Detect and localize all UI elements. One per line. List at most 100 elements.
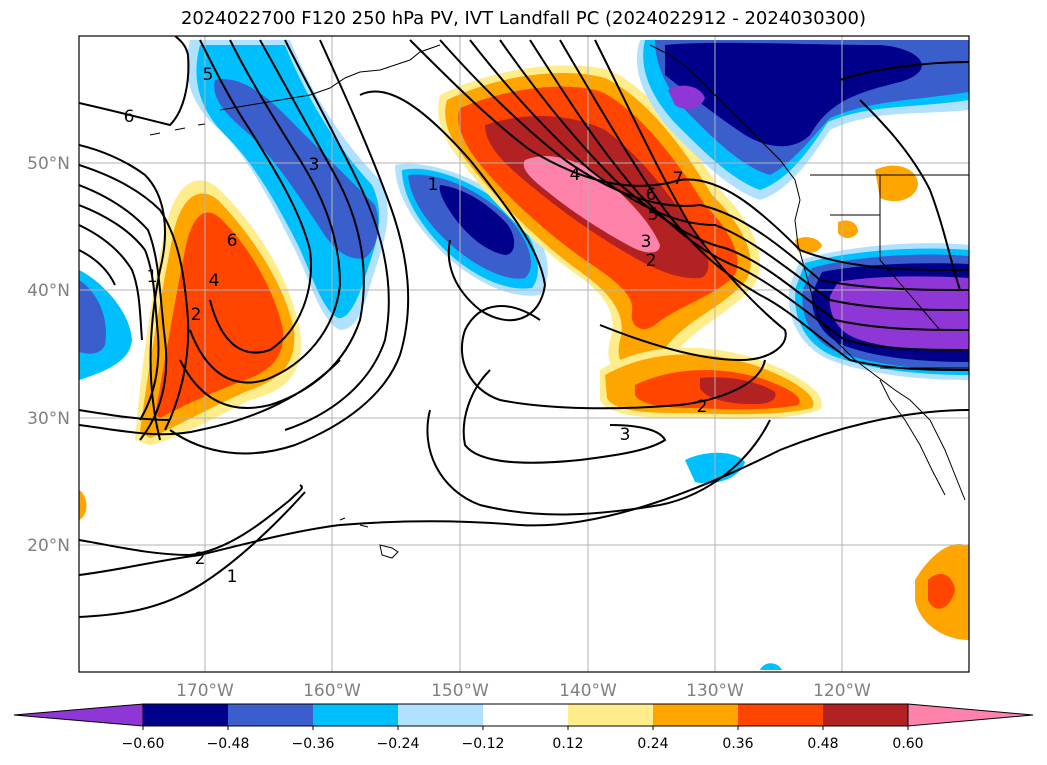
colorbar-segment xyxy=(568,704,653,726)
colorbar-tick-label: −0.24 xyxy=(377,736,420,752)
negative-anomaly-northeast-navy xyxy=(665,42,922,147)
colorbar-tick-label: 0.12 xyxy=(552,736,583,752)
contour-northeast-inner xyxy=(859,99,961,291)
contour-label: 6 xyxy=(124,107,135,127)
coastlines xyxy=(149,44,969,559)
contour-6-gulf xyxy=(439,39,969,291)
contour-6-northwest xyxy=(79,36,190,127)
contour-label: 2 xyxy=(191,305,202,325)
colorbar-tick-label: 0.48 xyxy=(807,736,838,752)
small-positive-coast xyxy=(795,237,822,254)
small-positive-oregon xyxy=(838,220,858,239)
lon-label: 120°W xyxy=(813,681,871,701)
colorbar-tick-label: 0.24 xyxy=(637,736,668,752)
contour-1-arc xyxy=(79,144,166,441)
colorbar-extend-left xyxy=(13,703,144,727)
aleutian-islands xyxy=(149,123,206,136)
contour-2-low xyxy=(79,409,171,421)
contour-label: 3 xyxy=(309,155,320,175)
contour-1-west xyxy=(169,39,410,455)
contour-4-west xyxy=(189,39,342,384)
map-frame xyxy=(78,35,970,673)
contour-0-far-south xyxy=(79,491,306,618)
contour-2-arc xyxy=(79,164,190,431)
map-title: 2024022700 F120 250 hPa PV, IVT Landfall… xyxy=(180,8,867,29)
contour-label: 3 xyxy=(620,425,631,445)
colorbar-tick-label: 0.60 xyxy=(892,736,923,752)
contour-1-far-south xyxy=(79,409,969,576)
contour-2-southeast xyxy=(594,39,787,362)
negative-anomaly-west-royal xyxy=(214,79,379,259)
contour-labels: 6 5 3 1 4 7 6 5 3 2 6 4 2 1 2 3 2 1 xyxy=(124,65,708,587)
contour-label: 1 xyxy=(147,267,158,287)
contour-1-low xyxy=(79,359,341,436)
colorbar-tick-label: −0.12 xyxy=(462,736,505,752)
contour-label: 2 xyxy=(646,251,657,271)
small-positive-ne xyxy=(875,165,918,202)
contour-label: 6 xyxy=(646,185,657,205)
contour-3-gulf xyxy=(529,39,969,351)
positive-anomaly-gulf-core xyxy=(523,156,660,253)
gridlines xyxy=(79,36,969,672)
colorbar-tick-label: −0.60 xyxy=(122,736,165,752)
lon-label: 140°W xyxy=(559,681,617,701)
contour-5-gulf xyxy=(469,39,969,311)
colorbar-segment xyxy=(738,704,823,726)
contour-northeast-arc xyxy=(839,61,969,81)
colorbar-segment xyxy=(398,704,483,726)
contour-label: 3 xyxy=(641,232,652,252)
lon-label: 170°W xyxy=(176,681,234,701)
positive-anomaly-southeast-core xyxy=(928,574,955,609)
contour-2-west xyxy=(284,39,390,431)
small-negative-corner xyxy=(760,663,782,670)
contour-5-northwest xyxy=(199,39,312,354)
small-positive-west-edge xyxy=(79,490,87,520)
lat-label: 20°N xyxy=(27,536,70,556)
contour-5-arc xyxy=(79,224,143,341)
lon-label: 160°W xyxy=(303,681,361,701)
lat-label: 40°N xyxy=(27,281,70,301)
positive-anomaly-west-core xyxy=(155,212,284,418)
contour-2-loop xyxy=(460,305,766,410)
contour-3-west xyxy=(179,39,365,409)
colorbar-segment xyxy=(653,704,738,726)
colorbar-segment xyxy=(143,704,228,726)
longitude-labels: 170°W 160°W 150°W 140°W 130°W 120°W xyxy=(176,681,871,701)
contour-3-arc xyxy=(79,184,168,441)
north-american-coast xyxy=(649,44,966,501)
colorbar-segment xyxy=(823,704,908,726)
colorbar: −0.60 −0.48 −0.36 −0.24 −0.12 0.12 0.24 0.36 0.4… xyxy=(13,703,1034,752)
contour-label: 5 xyxy=(203,65,214,85)
colorbar-segment xyxy=(228,704,313,726)
baja-peninsula xyxy=(879,379,946,496)
contour-6-arc xyxy=(79,249,116,286)
contour-3-loop xyxy=(462,369,667,464)
colorbar-segment xyxy=(313,704,398,726)
colorbar-frame xyxy=(142,703,909,727)
colorbar-segment xyxy=(483,704,568,726)
contour-label: 5 xyxy=(648,205,659,225)
colorbar-tick-label: 0.36 xyxy=(722,736,753,752)
pv-shading xyxy=(79,40,969,670)
contour-label: 4 xyxy=(209,271,220,291)
lon-label: 130°W xyxy=(686,681,744,701)
contour-label: 6 xyxy=(227,231,238,251)
contour-7-gulf xyxy=(409,39,969,271)
lat-label: 50°N xyxy=(27,154,70,174)
pv-contours xyxy=(79,36,969,618)
lon-label: 150°W xyxy=(431,681,489,701)
hawaii xyxy=(339,517,399,559)
contour-4-arc xyxy=(79,204,160,421)
colorbar-extend-right xyxy=(907,703,1034,727)
latitude-labels: 50°N 40°N 30°N 20°N xyxy=(27,154,70,556)
negative-anomaly-northeast-core xyxy=(668,85,705,110)
colorbar-tick-label: −0.36 xyxy=(292,736,335,752)
contour-label: 1 xyxy=(227,567,238,587)
negative-anomaly-east-core xyxy=(829,276,969,351)
contour-2-far-south xyxy=(79,484,303,557)
contour-label: 7 xyxy=(673,169,684,189)
contour-label: 1 xyxy=(428,175,439,195)
contour-2-gulf xyxy=(559,39,969,371)
colorbar-tick-label: −0.48 xyxy=(207,736,250,752)
